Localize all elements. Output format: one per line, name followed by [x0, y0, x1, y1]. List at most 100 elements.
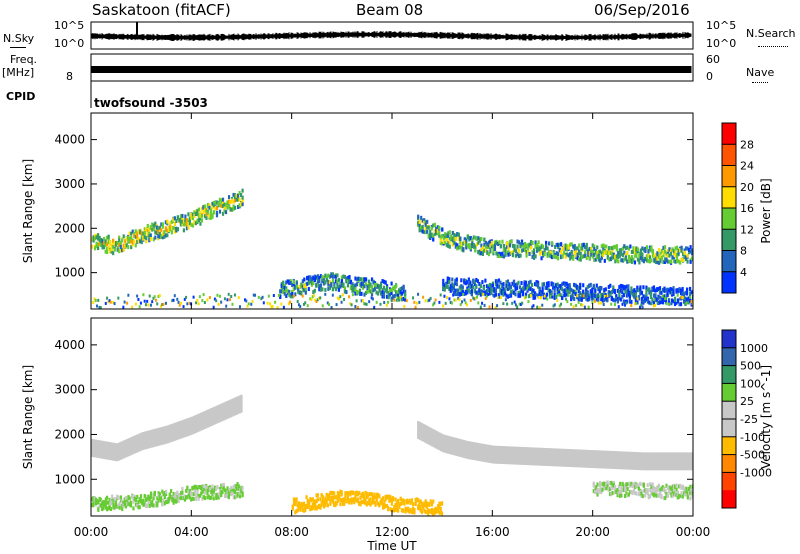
power-cell	[636, 297, 639, 301]
power-cell	[570, 302, 573, 306]
power-cell	[155, 231, 158, 236]
power-cell	[336, 296, 339, 300]
velocity-cell	[671, 484, 674, 489]
power-cell	[300, 291, 303, 296]
velocity-cell	[218, 489, 222, 494]
power-cell	[597, 301, 600, 305]
velocity-cell	[168, 496, 171, 501]
power-cell	[95, 235, 98, 240]
power-cell	[119, 244, 122, 249]
power-cell	[133, 233, 136, 238]
velocity-cell	[384, 494, 387, 499]
power-cell	[227, 199, 231, 204]
ground-scatter-cell	[448, 436, 452, 455]
velocity-cell	[376, 501, 380, 506]
power-cell	[336, 284, 339, 289]
velocity-cell	[351, 490, 355, 495]
power-cell	[547, 281, 550, 286]
velocity-cell	[133, 496, 136, 501]
power-cell	[176, 297, 179, 301]
power-cell	[499, 252, 503, 257]
power-cell	[343, 274, 347, 279]
ground-scatter-cell	[185, 418, 189, 437]
power-cell	[525, 243, 528, 248]
power-cell	[488, 291, 492, 296]
power-cell	[355, 277, 359, 282]
power-cell	[469, 283, 472, 288]
velocity-cell	[437, 509, 440, 514]
velocity-cell	[684, 486, 687, 491]
power-cell	[621, 290, 624, 295]
power-cell	[499, 287, 502, 292]
power-cell	[312, 281, 315, 286]
power-cell	[452, 286, 455, 291]
velocity-cell	[592, 481, 595, 486]
velocity-cell	[617, 484, 620, 489]
velocity-cell	[148, 503, 151, 508]
power-cell	[542, 292, 545, 296]
velocity-cell	[92, 499, 95, 504]
ground-scatter-cell	[126, 438, 129, 457]
power-cell	[212, 200, 216, 205]
power-cell	[683, 254, 686, 259]
power-cell	[460, 278, 463, 283]
power-cell	[512, 283, 516, 288]
power-cell	[511, 281, 514, 286]
power-cell	[541, 286, 544, 291]
velocity-cell	[425, 509, 429, 514]
power-cell	[233, 198, 237, 203]
power-cell	[112, 251, 115, 256]
power-cell	[417, 221, 420, 226]
ground-scatter-cell	[534, 447, 538, 466]
velocity-cell	[147, 500, 150, 505]
velocity-cell	[213, 485, 217, 490]
velocity-cell	[617, 491, 620, 496]
power-cell	[508, 251, 512, 256]
velocity-cell	[340, 498, 343, 503]
power-cell	[573, 289, 576, 294]
power-cell	[627, 288, 630, 293]
power-cell	[606, 250, 609, 255]
power-cell	[335, 303, 338, 307]
ground-scatter-cell	[155, 428, 159, 447]
power-cell	[423, 220, 426, 225]
nsearch-bottom-tick: 10^0	[706, 37, 737, 50]
velocity-cell	[108, 497, 111, 502]
velocity-cell	[376, 492, 380, 497]
power-cell	[113, 302, 116, 306]
power-cell	[170, 219, 173, 224]
power-cell	[512, 280, 516, 285]
power-cell	[543, 282, 546, 287]
velocity-cell	[646, 488, 649, 493]
velocity-cell	[360, 499, 363, 504]
power-cell	[125, 236, 128, 241]
ground-scatter-cell	[194, 415, 197, 434]
velocity-cell	[397, 508, 400, 513]
velocity-cell	[681, 494, 684, 499]
power-cell	[404, 294, 407, 299]
power-cell	[390, 296, 393, 301]
ground-scatter-cell	[571, 449, 574, 468]
ground-scatter-cell	[150, 429, 154, 448]
power-cell	[487, 286, 490, 291]
power-cell	[582, 294, 585, 298]
velocity-cell	[686, 495, 689, 500]
velocity-cell	[647, 495, 651, 500]
power-cell	[451, 282, 454, 287]
power-cell	[427, 233, 430, 238]
power-cell	[223, 206, 226, 211]
power-cell	[199, 211, 202, 216]
power-cell	[515, 282, 519, 287]
velocity-cell	[201, 484, 204, 489]
ground-scatter-cell	[604, 450, 608, 469]
velocity-panel-data	[91, 394, 693, 516]
velocity-cell	[142, 498, 145, 503]
power-cell	[471, 237, 474, 242]
colorbar-swatch	[722, 123, 736, 145]
power-cell	[464, 279, 467, 284]
power-cell	[182, 222, 186, 227]
power-cell	[452, 283, 455, 288]
power-cell	[621, 258, 624, 263]
power-cell	[540, 250, 543, 255]
